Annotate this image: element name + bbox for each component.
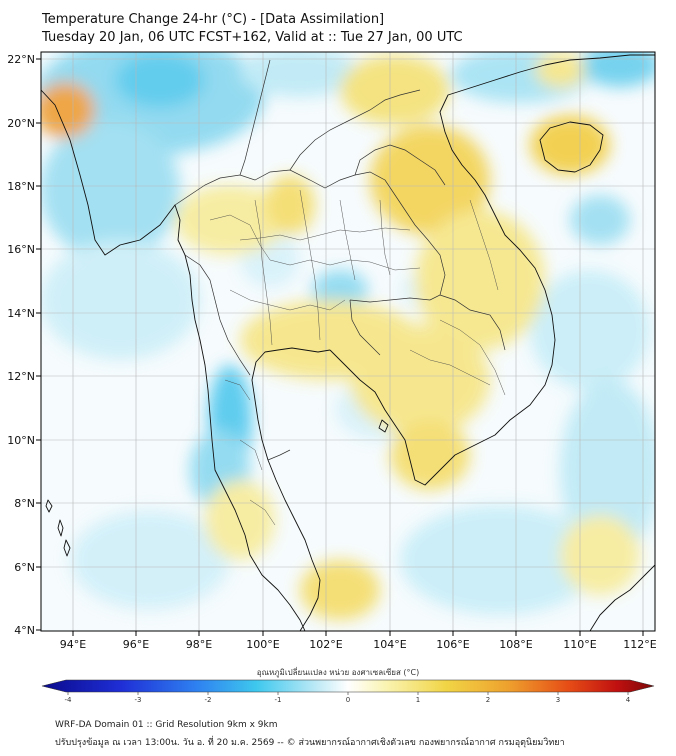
colorbar-tick-label: 1 <box>416 696 420 704</box>
coastlines <box>41 54 655 631</box>
lon-label: 100°E <box>246 638 279 651</box>
lat-label: 20°N <box>7 117 35 130</box>
colorbar-bar <box>41 679 655 693</box>
colorbar-tick-label: -3 <box>135 696 142 704</box>
colorbar: -4 -3 -2 -1 0 1 2 3 4 <box>41 679 655 704</box>
lon-label: 94°E <box>60 638 86 651</box>
plot-frame <box>40 51 656 632</box>
lon-label: 98°E <box>186 638 212 651</box>
lon-label: 108°E <box>499 638 532 651</box>
lat-label: 22°N <box>7 53 35 66</box>
lat-label: 4°N <box>14 624 35 637</box>
lat-label: 10°N <box>7 434 35 447</box>
footer-model-info: WRF-DA Domain 01 :: Grid Resolution 9km … <box>55 720 278 730</box>
lon-label: 102°E <box>309 638 342 651</box>
colorbar-title: อุณหภูมิเปลี่ยนแปลง หน่วย องศาเซลเซียส (… <box>256 668 420 677</box>
colorbar-tick-label: 0 <box>346 696 350 704</box>
colorbar-tick-label: 4 <box>626 696 631 704</box>
lon-label: 96°E <box>123 638 149 651</box>
lon-label: 110°E <box>563 638 596 651</box>
lon-label: 106°E <box>436 638 469 651</box>
axis-ticks <box>36 58 644 636</box>
colorbar-tick-label: 3 <box>556 696 560 704</box>
chart-title: Temperature Change 24-hr (°C) - [Data As… <box>42 12 385 27</box>
colorbar-tick-label: -4 <box>65 696 73 704</box>
country-borders <box>174 59 506 461</box>
footer-update-info: ปรับปรุงข้อมูล ณ เวลา 13:00น. วัน อ. ที่… <box>55 738 565 748</box>
lat-label: 18°N <box>7 180 35 193</box>
temperature-field <box>41 52 655 631</box>
colorbar-tick-label: 2 <box>486 696 490 704</box>
lat-label: 6°N <box>14 561 35 574</box>
lon-label: 112°E <box>623 638 656 651</box>
chart-subtitle: Tuesday 20 Jan, 06 UTC FCST+162, Valid a… <box>42 30 463 45</box>
province-borders <box>209 189 506 526</box>
lat-label: 16°N <box>7 243 35 256</box>
lat-label: 8°N <box>14 497 35 510</box>
lat-label: 12°N <box>7 370 35 383</box>
colorbar-tick-label: -1 <box>275 696 282 704</box>
colorbar-tick-label: -2 <box>205 696 212 704</box>
lat-label: 14°N <box>7 307 35 320</box>
gridlines <box>41 52 655 631</box>
lon-label: 104°E <box>373 638 406 651</box>
